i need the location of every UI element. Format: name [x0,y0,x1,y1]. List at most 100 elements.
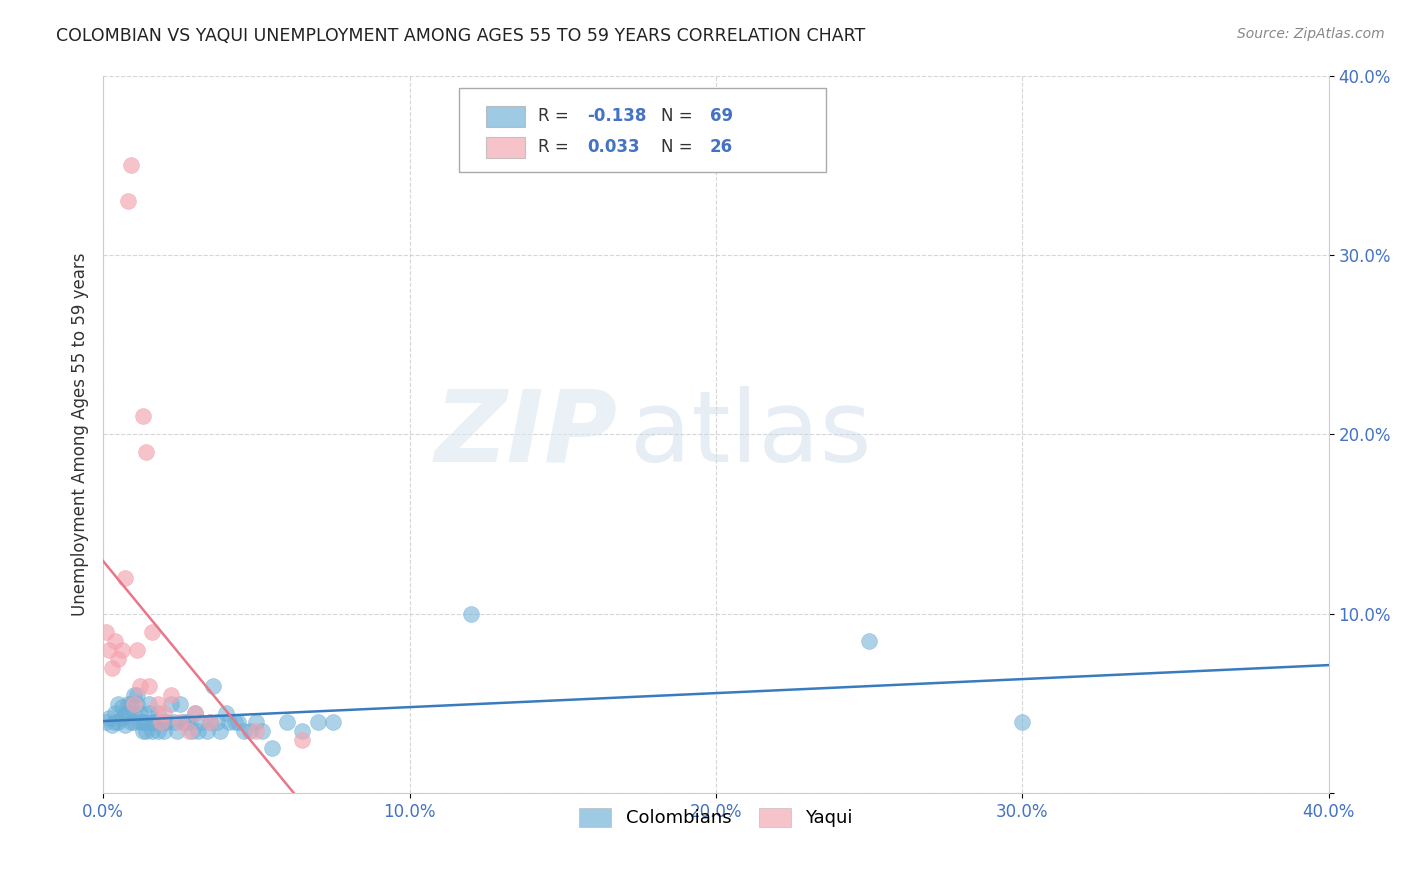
Point [177,723,200,738]
Point [150,714,173,729]
Legend: Colombians, Yaqui: Colombians, Yaqui [572,801,860,835]
FancyBboxPatch shape [485,105,524,128]
Point [291,723,314,738]
Point [141,723,163,738]
Point [169,697,191,711]
Text: ZIP: ZIP [434,386,617,483]
Point [98,642,121,657]
Point [190,714,212,729]
Point [239,723,262,738]
Point [114,718,136,732]
Point [96,624,118,639]
Point [107,697,129,711]
Point [460,607,482,621]
Point [120,714,142,729]
Point [1011,714,1033,729]
Point [177,714,200,729]
Point [200,714,222,729]
Text: atlas: atlas [630,386,872,483]
Point [104,706,127,720]
Point [104,714,127,729]
Point [169,714,191,729]
Point [202,679,225,693]
Point [148,723,170,738]
Point [132,723,155,738]
Point [101,661,124,675]
Point [138,706,160,720]
Point [114,571,136,585]
Point [98,711,121,725]
Text: -0.138: -0.138 [588,107,647,126]
Point [143,714,166,729]
Point [117,706,139,720]
Point [166,723,188,738]
Point [153,714,176,729]
Point [110,711,132,725]
Point [135,445,157,459]
Text: N =: N = [661,107,697,126]
Point [101,718,124,732]
Point [195,723,218,738]
Point [224,714,246,729]
Point [122,714,145,729]
Point [184,706,207,720]
Point [132,714,155,729]
Point [218,714,240,729]
FancyBboxPatch shape [485,136,524,158]
Point [114,707,136,722]
Point [226,714,249,729]
Point [858,633,880,648]
Y-axis label: Unemployment Among Ages 55 to 59 years: Unemployment Among Ages 55 to 59 years [72,252,89,616]
Point [245,714,267,729]
Text: 26: 26 [710,138,733,156]
Point [129,679,152,693]
Text: 69: 69 [710,107,733,126]
Point [205,714,228,729]
Point [120,158,142,172]
Text: N =: N = [661,138,697,156]
Point [148,706,170,720]
Point [135,714,157,729]
Point [120,697,142,711]
Point [138,679,160,693]
Point [200,714,222,729]
Point [125,697,148,711]
Text: R =: R = [538,138,574,156]
Point [96,714,118,729]
Point [117,194,139,208]
Point [172,714,194,729]
Text: COLOMBIAN VS YAQUI UNEMPLOYMENT AMONG AGES 55 TO 59 YEARS CORRELATION CHART: COLOMBIAN VS YAQUI UNEMPLOYMENT AMONG AG… [56,27,866,45]
Point [184,706,207,720]
Point [153,706,176,720]
Point [125,642,148,657]
Point [132,409,155,424]
Text: R =: R = [538,107,574,126]
Point [117,697,139,711]
Point [150,714,173,729]
Point [107,652,129,666]
Point [122,706,145,720]
Point [252,723,274,738]
Point [233,723,256,738]
FancyBboxPatch shape [458,87,827,172]
Point [141,624,163,639]
Point [148,697,170,711]
Point [129,714,152,729]
Point [159,697,181,711]
Point [260,741,283,756]
Point [174,714,197,729]
Point [153,723,176,738]
Point [215,706,238,720]
Point [187,723,209,738]
Point [276,714,298,729]
Point [156,714,179,729]
Point [141,714,163,729]
Point [104,633,127,648]
Point [245,723,267,738]
Point [122,697,145,711]
Point [208,723,231,738]
Point [125,688,148,702]
Point [138,697,160,711]
Point [129,706,152,720]
Point [322,714,344,729]
